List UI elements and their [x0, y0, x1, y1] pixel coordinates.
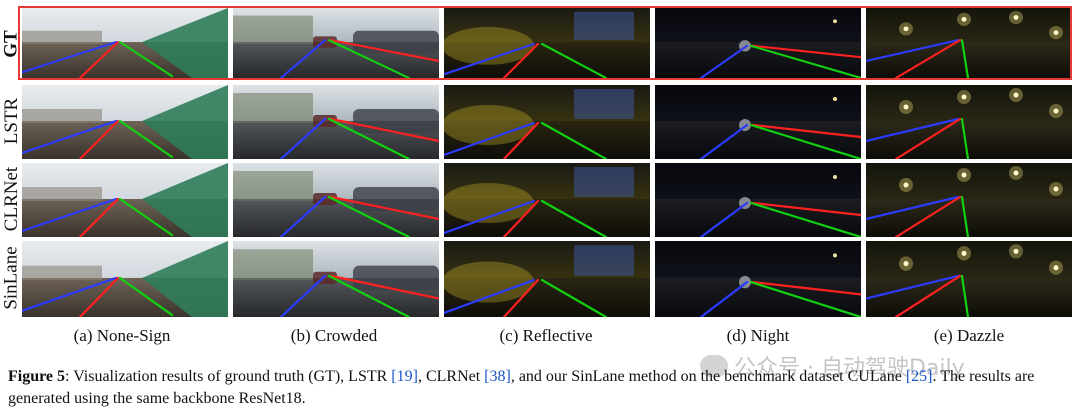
lane-line-right — [540, 121, 608, 159]
lane-line-left — [699, 44, 749, 78]
lane-line-right — [540, 42, 608, 78]
lane-line-right — [749, 201, 861, 237]
column-caption-crowded: (b) Crowded — [290, 326, 378, 345]
lane-line-right — [749, 280, 861, 317]
result-image-clrnet-daylight-crowded — [233, 163, 439, 237]
lane-line-middle — [329, 195, 439, 221]
column-caption-night: (d) Night — [726, 326, 790, 345]
figure-caption: Figure 5: Visualization results of groun… — [8, 368, 1035, 407]
lane-line-right — [960, 39, 970, 78]
lane-line-left — [699, 123, 749, 159]
lane-line-middle — [502, 121, 540, 159]
result-image-lstr-night-dazzle — [866, 85, 1072, 159]
row-label-clrnet: CLRNet — [1, 166, 23, 232]
result-image-gt-night-dark — [655, 8, 861, 78]
lane-line-right — [749, 123, 861, 159]
result-image-lstr-daylight-sign — [22, 85, 228, 159]
result-image-sinlane-night-dazzle — [866, 241, 1072, 317]
wechat-logo-icon — [700, 355, 728, 377]
lane-line-left — [279, 117, 327, 159]
result-image-sinlane-night-dark — [655, 241, 861, 317]
lane-line-left — [279, 274, 327, 317]
lane-line-middle — [894, 274, 962, 317]
lane-line-left — [22, 197, 118, 233]
lane-line-left — [866, 39, 960, 63]
lane-line-middle — [78, 41, 120, 78]
lane-line-right — [118, 276, 174, 317]
lane-line-middle — [78, 276, 120, 317]
lane-line-left — [866, 195, 960, 221]
result-image-clrnet-daylight-sign — [22, 163, 228, 237]
column-caption-dazzle: (e) Dazzle — [933, 326, 1005, 345]
lane-line-middle — [502, 278, 540, 317]
result-image-clrnet-night-reflective — [444, 163, 650, 237]
lane-line-middle — [78, 119, 120, 159]
result-image-sinlane-night-reflective — [444, 241, 650, 317]
result-image-clrnet-night-dark — [655, 163, 861, 237]
gt-highlight-frame — [18, 6, 1072, 80]
lane-line-right — [118, 119, 174, 159]
lane-line-left — [444, 199, 536, 235]
lane-line-right — [960, 117, 970, 159]
lane-line-middle — [502, 199, 540, 237]
lane-line-right — [327, 117, 411, 159]
lane-line-left — [22, 41, 118, 74]
column-caption-reflective: (c) Reflective — [499, 326, 593, 345]
lane-line-middle — [751, 280, 861, 296]
lane-line-middle — [502, 42, 540, 78]
lane-line-right — [327, 274, 411, 317]
lane-line-right — [327, 39, 411, 78]
lane-line-left — [699, 201, 749, 237]
lane-line-middle — [329, 39, 439, 63]
result-image-lstr-night-reflective — [444, 85, 650, 159]
lane-line-middle — [329, 117, 439, 143]
lane-line-right — [327, 195, 411, 237]
lane-line-middle — [894, 39, 962, 78]
lane-line-middle — [329, 274, 439, 300]
result-image-lstr-night-dark — [655, 85, 861, 159]
lane-line-middle — [751, 44, 861, 59]
result-image-gt-night-reflective — [444, 8, 650, 78]
watermark: 公众号 · 自动驾驶Daily — [700, 350, 965, 382]
lane-line-right — [118, 197, 174, 237]
row-label-sinlane: SinLane — [1, 246, 23, 310]
lane-line-left — [866, 274, 960, 300]
lane-line-left — [22, 119, 118, 155]
lane-line-middle — [894, 195, 962, 237]
lane-line-left — [279, 39, 327, 78]
lane-line-right — [118, 41, 174, 78]
row-label-lstr: LSTR — [1, 97, 23, 145]
result-image-gt-daylight-crowded — [233, 8, 439, 78]
lane-line-left — [444, 278, 536, 315]
lane-line-left — [279, 195, 327, 237]
lane-line-right — [960, 195, 970, 237]
lane-line-middle — [894, 117, 962, 159]
result-image-gt-night-dazzle — [866, 8, 1072, 78]
result-image-sinlane-daylight-crowded — [233, 241, 439, 317]
column-caption-none-sign: (a) None-Sign — [73, 326, 171, 345]
citation-link[interactable]: [25] — [905, 368, 933, 385]
lane-line-right — [749, 44, 861, 78]
citation-link[interactable]: [38] — [484, 368, 511, 385]
result-image-gt-daylight-sign — [22, 8, 228, 78]
lane-line-middle — [78, 197, 120, 237]
lane-line-middle — [751, 201, 861, 217]
lane-line-left — [699, 280, 749, 317]
result-image-clrnet-night-dazzle — [866, 163, 1072, 237]
lane-line-left — [444, 42, 536, 76]
lane-line-right — [540, 278, 608, 317]
lane-line-left — [22, 276, 118, 312]
lane-line-right — [540, 199, 608, 237]
lane-line-left — [444, 121, 536, 157]
result-image-sinlane-daylight-sign — [22, 241, 228, 317]
lane-line-right — [960, 274, 970, 317]
lane-line-left — [866, 117, 960, 143]
lane-line-middle — [751, 123, 861, 139]
result-image-lstr-daylight-crowded — [233, 85, 439, 159]
figure-label: Figure 5 — [8, 368, 66, 385]
citation-link[interactable]: [19] — [391, 368, 418, 385]
